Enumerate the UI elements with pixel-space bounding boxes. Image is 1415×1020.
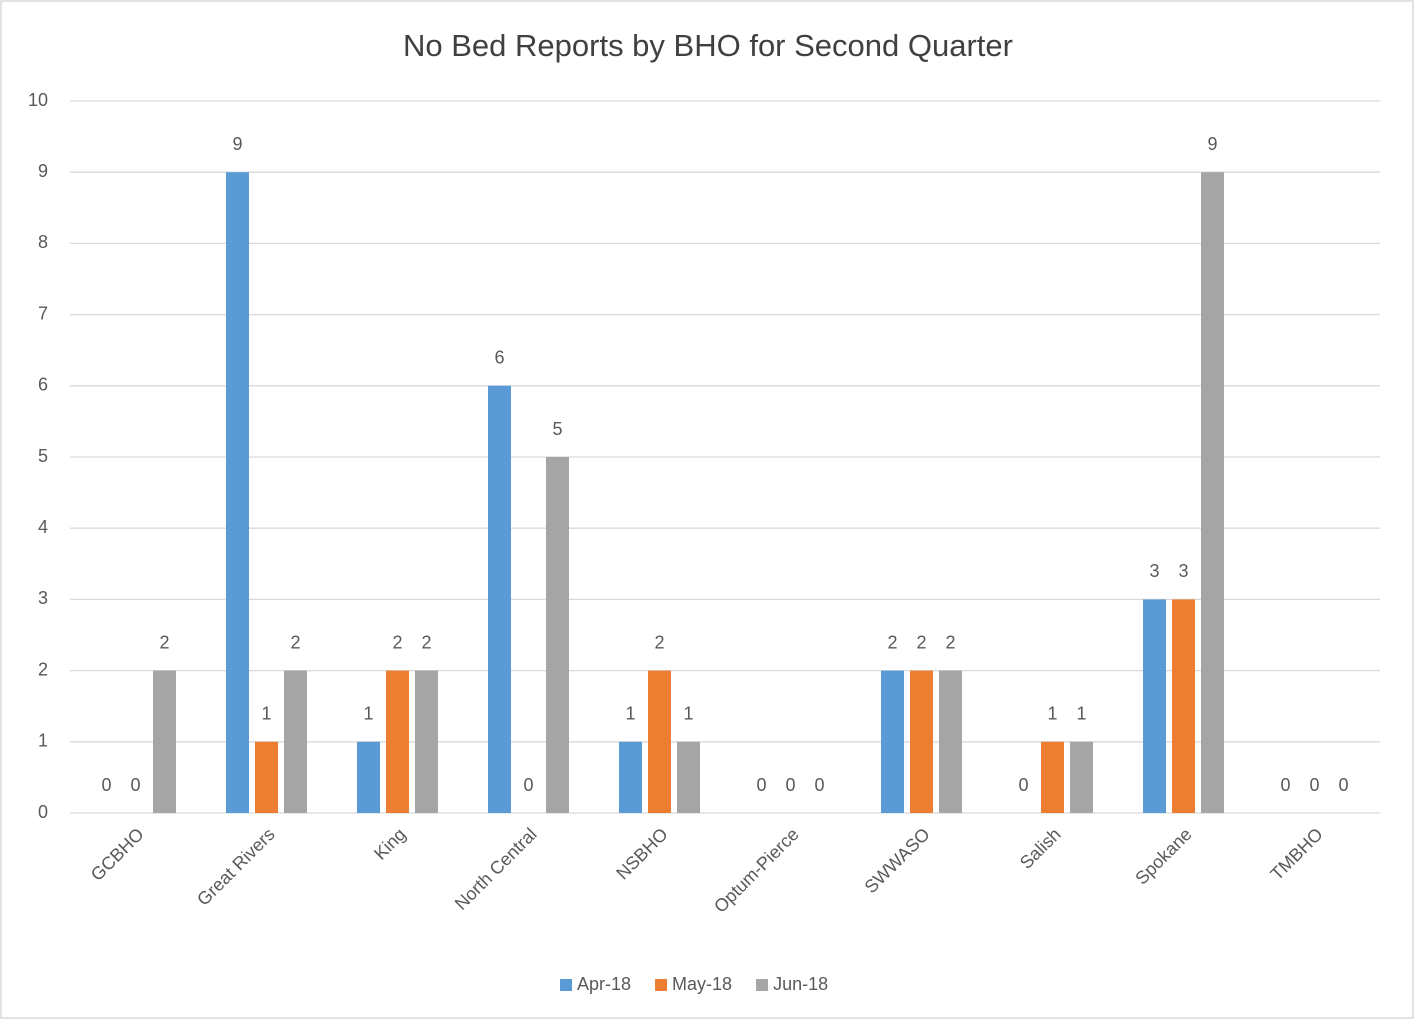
data-label: 1 (625, 704, 635, 724)
legend-label: Jun-18 (773, 974, 828, 994)
bar (357, 741, 380, 813)
bar (255, 741, 278, 813)
data-label: 2 (392, 632, 402, 652)
data-label: 2 (159, 632, 169, 652)
data-label: 2 (654, 632, 664, 652)
data-label: 2 (421, 632, 431, 652)
data-label: 1 (1047, 704, 1057, 724)
data-label: 0 (756, 775, 766, 795)
bar (619, 741, 642, 813)
bar (881, 670, 904, 813)
data-label: 5 (552, 419, 562, 439)
data-label: 0 (523, 775, 533, 795)
bar (284, 670, 307, 813)
bar (546, 457, 569, 813)
data-label: 2 (290, 632, 300, 652)
legend-label: May-18 (672, 974, 732, 994)
bar (386, 670, 409, 813)
y-tick-label: 6 (38, 375, 48, 395)
data-label: 1 (1076, 704, 1086, 724)
bar (226, 172, 249, 813)
legend-label: Apr-18 (577, 974, 631, 994)
y-tick-label: 8 (38, 232, 48, 252)
data-label: 0 (130, 775, 140, 795)
y-tick-label: 1 (38, 731, 48, 751)
data-label: 0 (1018, 775, 1028, 795)
data-label: 3 (1149, 561, 1159, 581)
bar (910, 670, 933, 813)
bar (488, 385, 511, 813)
data-label: 0 (785, 775, 795, 795)
chart-title: No Bed Reports by BHO for Second Quarter (403, 28, 1013, 63)
data-label: 0 (1338, 775, 1348, 795)
bar (1041, 741, 1064, 813)
y-tick-label: 4 (38, 517, 48, 537)
y-tick-label: 3 (38, 588, 48, 608)
y-tick-label: 7 (38, 303, 48, 323)
data-label: 3 (1178, 561, 1188, 581)
y-tick-label: 5 (38, 446, 48, 466)
bar (1070, 741, 1093, 813)
data-label: 1 (683, 704, 693, 724)
bar (153, 670, 176, 813)
data-label: 6 (494, 348, 504, 368)
bar (648, 670, 671, 813)
data-label: 2 (887, 632, 897, 652)
legend-swatch (560, 979, 572, 991)
y-tick-label: 10 (28, 90, 48, 110)
data-label: 0 (1280, 775, 1290, 795)
bar (1172, 599, 1195, 813)
data-label: 9 (1207, 134, 1217, 154)
y-tick-label: 2 (38, 659, 48, 679)
legend-swatch (655, 979, 668, 991)
legend-swatch (756, 979, 769, 991)
y-tick-label: 9 (38, 161, 48, 181)
data-label: 0 (814, 775, 824, 795)
bar (415, 670, 438, 813)
legend: Apr-18 May-18 Jun-18 (560, 974, 828, 994)
data-label: 9 (232, 134, 242, 154)
data-label: 2 (945, 632, 955, 652)
data-label: 0 (1309, 775, 1319, 795)
data-label: 2 (916, 632, 926, 652)
y-tick-label: 0 (38, 802, 48, 822)
bar (1143, 599, 1166, 813)
data-label: 1 (261, 704, 271, 724)
data-label: 1 (363, 704, 373, 724)
bar (1201, 172, 1224, 813)
bar (677, 741, 700, 813)
bar (939, 670, 962, 813)
data-label: 0 (101, 775, 111, 795)
